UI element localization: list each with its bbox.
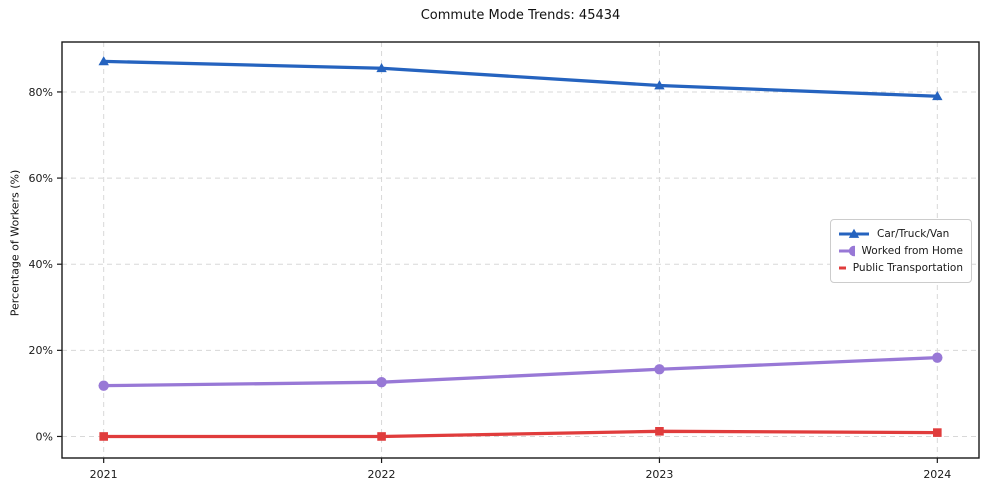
- legend: Car/Truck/Van Worked from Home Public Tran…: [830, 219, 972, 283]
- chart-title: Commute Mode Trends: 45434: [420, 8, 621, 23]
- x-tick-label: 2021: [90, 468, 118, 481]
- circle-marker: [654, 364, 665, 375]
- legend-label: Car/Truck/Van: [877, 228, 950, 240]
- x-tick-label: 2024: [923, 468, 951, 481]
- square-marker: [377, 432, 386, 441]
- legend-item-car-truck-van: Car/Truck/Van: [838, 226, 963, 242]
- series-line-car-truck-van: [103, 59, 938, 98]
- triangle-marker: [654, 80, 665, 90]
- circle-marker: [376, 377, 387, 388]
- legend-label: Worked from Home: [861, 245, 963, 257]
- y-tick-label: 20%: [29, 344, 53, 357]
- triangle-marker: [848, 228, 860, 238]
- legend-line-sample: [839, 266, 846, 270]
- x-tick-label: 2022: [368, 468, 396, 481]
- circle-marker: [98, 380, 109, 391]
- legend-item-worked-from-home: Worked from Home: [838, 243, 963, 259]
- triangle-marker: [932, 90, 943, 101]
- y-tick-label: 60%: [29, 172, 53, 185]
- square-marker: [655, 427, 664, 436]
- y-tick-label: 40%: [29, 258, 53, 271]
- square-marker: [933, 428, 942, 437]
- x-tick-label: 2023: [645, 468, 673, 481]
- series-line-worked-from-home: [103, 356, 938, 388]
- triangle-marker: [98, 56, 109, 66]
- triangle-marker: [376, 62, 387, 73]
- plot-border: [61, 41, 980, 459]
- legend-item-public-transportation: Public Transportation: [838, 260, 963, 276]
- y-tick-label: 80%: [29, 86, 53, 99]
- series-line-public-transportation: [103, 429, 938, 439]
- circle-marker: [932, 352, 943, 363]
- y-tick-label: 0%: [36, 430, 53, 443]
- legend-line-sample: [839, 228, 869, 238]
- circle-marker: [848, 245, 855, 257]
- legend-label: Public Transportation: [852, 262, 963, 274]
- square-marker: [99, 432, 108, 441]
- legend-line-sample: [839, 245, 855, 257]
